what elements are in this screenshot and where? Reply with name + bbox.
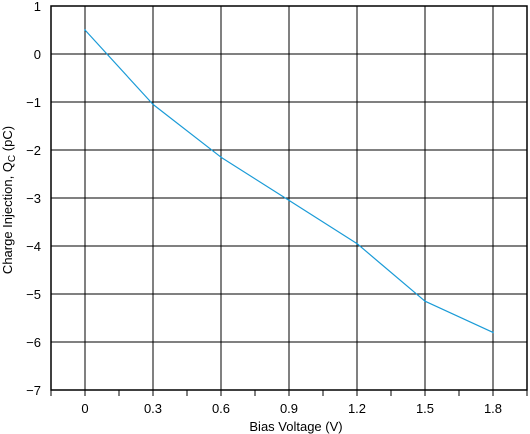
y-tick-label: 0	[34, 47, 41, 62]
y-tick-label: −2	[26, 143, 41, 158]
data-point	[220, 156, 222, 159]
data-point	[152, 103, 154, 106]
data-point	[84, 29, 86, 31]
y-tick-label: −4	[26, 239, 41, 254]
y-axis-title-main: Charge Injection, Q	[0, 162, 15, 274]
x-tick-label: 1.5	[416, 401, 434, 416]
y-tick-label: −3	[26, 191, 41, 206]
x-axis-title: Bias Voltage (V)	[249, 419, 342, 434]
data-point	[356, 242, 358, 245]
y-tick-label: −1	[26, 95, 41, 110]
y-axis-title: Charge Injection, QC (pC)	[0, 126, 18, 274]
y-axis-title-unit: (pC)	[0, 126, 15, 155]
tick-layer: 0 0.3 0.6 0.9 1.2 1.5 1.8 1 0 −1 −2 −3 −4 −5 −6 −7	[26, 0, 528, 416]
y-tick-label: −6	[26, 335, 41, 350]
x-tick-label: 0.9	[280, 401, 298, 416]
x-tick-label: 0.3	[144, 401, 162, 416]
y-tick-label: −5	[26, 287, 41, 302]
data-point	[288, 199, 290, 202]
x-tick-label: 0	[81, 401, 88, 416]
x-tick-label: 0.6	[212, 401, 230, 416]
data-point	[424, 300, 426, 303]
series-layer	[84, 29, 494, 334]
x-tick-label: 1.8	[484, 401, 502, 416]
y-tick-label: −7	[26, 383, 41, 398]
y-tick-label: 1	[34, 0, 41, 14]
data-point	[492, 331, 494, 334]
y-axis-title-subscript: C	[7, 155, 18, 162]
grid-layer	[51, 5, 527, 391]
x-tick-label: 1.2	[348, 401, 366, 416]
